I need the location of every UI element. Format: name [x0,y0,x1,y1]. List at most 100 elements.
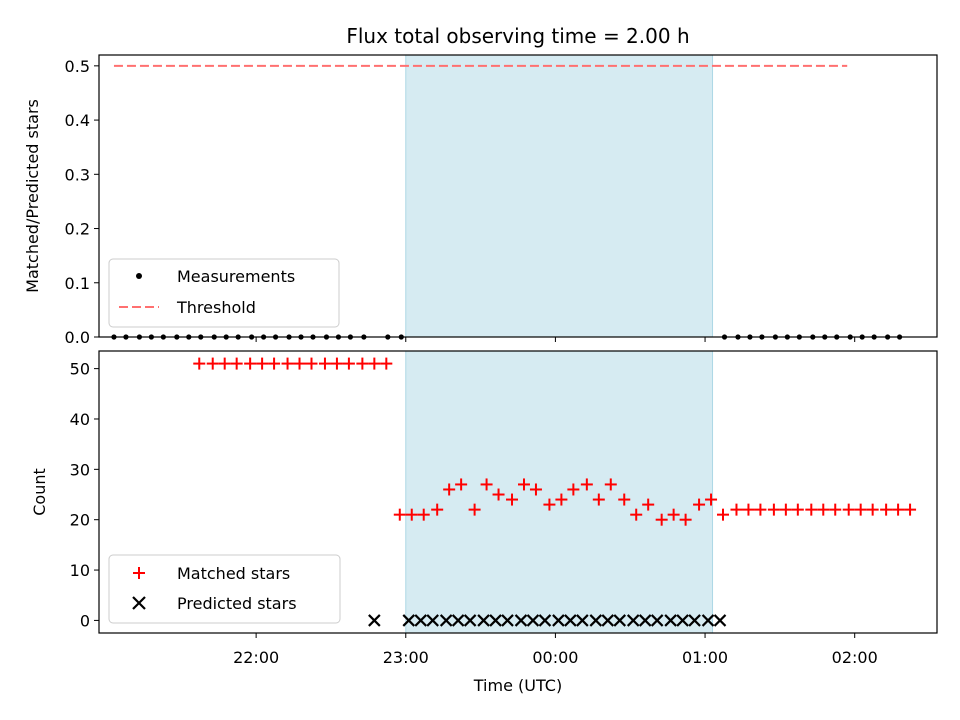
top-y-tick-label: 0.4 [65,111,90,130]
matched-star-point [829,503,842,516]
bottom-legend: Matched stars Predicted stars [108,554,341,624]
matched-star-point [244,357,257,370]
bottom-shaded-interval [405,350,714,634]
predicted-star-point [414,614,428,627]
bottom-legend-box [108,554,341,624]
top-y-tick-label: 0.0 [65,328,90,347]
matched-star-point [342,357,355,370]
matched-star-point [492,488,505,501]
bottom-y-tick-label: 10 [70,561,90,580]
matched-star-point [356,357,369,370]
matched-star-point [705,493,718,506]
legend-measurements-marker [136,273,142,279]
predicted-star-point [613,614,627,627]
top-legend: Measurements Threshold [108,258,340,328]
top-panel: 0.0 0.1 0.2 0.3 0.4 0.5 Matched/Predicted sta… [23,54,938,347]
predicted-star-point [368,614,381,627]
matched-star-point [730,503,743,516]
top-x-ticks [255,337,856,342]
predicted-star-point [701,614,715,627]
predicted-star-point [664,614,677,627]
bottom-x-ticks: 22:00 23:00 00:00 01:00 02:00 [233,633,878,667]
matched-star-point [642,498,655,511]
x-tick-label: 01:00 [682,648,728,667]
matched-star-point [854,503,867,516]
top-y-tick-label: 0.2 [65,220,90,239]
x-tick-label: 02:00 [832,648,878,667]
matched-star-point [480,478,493,491]
matched-star-point [230,357,243,370]
matched-star-point [380,357,393,370]
top-y-axis-label: Matched/Predicted stars [23,99,42,293]
bottom-y-tick-label: 20 [70,511,90,530]
predicted-star-point [439,614,453,627]
matched-star-point [630,508,643,521]
top-y-tick-label: 0.5 [65,57,90,76]
bottom-y-tick-label: 30 [70,460,90,479]
predicted-star-point [552,614,565,627]
matched-star-point [417,508,430,521]
matched-star-point [330,357,343,370]
top-axes-frame [98,54,938,338]
legend-predicted-marker [132,596,146,610]
predicted-star-point [514,614,528,627]
predicted-star-point [713,614,727,627]
legend-matched-marker [133,567,145,579]
legend-measurements-label: Measurements [177,267,295,286]
predicted-star-point [477,614,490,627]
matched-star-point [805,503,818,516]
matched-star-point [754,503,767,516]
predicted-star-point [688,614,701,627]
bottom-y-tick-label: 50 [70,360,90,379]
matched-star-point [468,503,481,516]
top-legend-box [108,258,340,328]
matched-star-point [405,508,418,521]
bottom-y-tick-label: 0 [80,611,90,630]
matched-star-point [842,503,855,516]
matched-star-point [281,357,294,370]
predicted-star-point [638,614,652,627]
predicted-star-point [601,614,615,627]
bottom-marks [193,357,917,627]
x-tick-label: 00:00 [532,648,578,667]
matched-star-point [529,483,542,496]
matched-star-point [767,503,780,516]
matched-star-point [618,493,631,506]
matched-star-point [305,357,318,370]
matched-star-point [791,503,804,516]
bottom-axes-frame [98,350,938,634]
predicted-star-point [538,614,552,627]
matched-star-point [368,357,381,370]
bottom-y-axis-label: Count [30,468,49,516]
matched-star-point [506,493,519,506]
bottom-y-ticks: 0 10 20 30 40 50 [70,360,99,630]
top-y-ticks: 0.0 0.1 0.2 0.3 0.4 0.5 [65,57,99,347]
matched-star-point [318,357,331,370]
legend-predicted-label: Predicted stars [177,594,297,613]
matched-star-point [679,513,692,526]
matched-star-point [268,357,281,370]
chart-title: Flux total observing time = 2.00 h [346,24,689,48]
x-axis-label: Time (UTC) [473,676,562,695]
matched-star-point [779,503,792,516]
matched-star-point [256,357,269,370]
matched-star-point [892,503,905,516]
predicted-star-point [426,614,439,627]
bottom-y-tick-label: 40 [70,410,90,429]
legend-threshold-label: Threshold [176,298,256,317]
predicted-star-point [676,614,689,627]
matched-star-point [543,498,556,511]
matched-star-point [693,498,706,511]
matched-star-point [567,483,580,496]
matched-star-point [455,478,468,491]
predicted-star-point [402,614,416,627]
matched-star-point [580,478,593,491]
matched-star-point [655,513,668,526]
matched-star-point [293,357,306,370]
matched-star-point [742,503,755,516]
matched-star-point [555,493,568,506]
matched-star-point [443,483,456,496]
top-y-tick-label: 0.1 [65,274,90,293]
predicted-star-point [463,614,477,627]
